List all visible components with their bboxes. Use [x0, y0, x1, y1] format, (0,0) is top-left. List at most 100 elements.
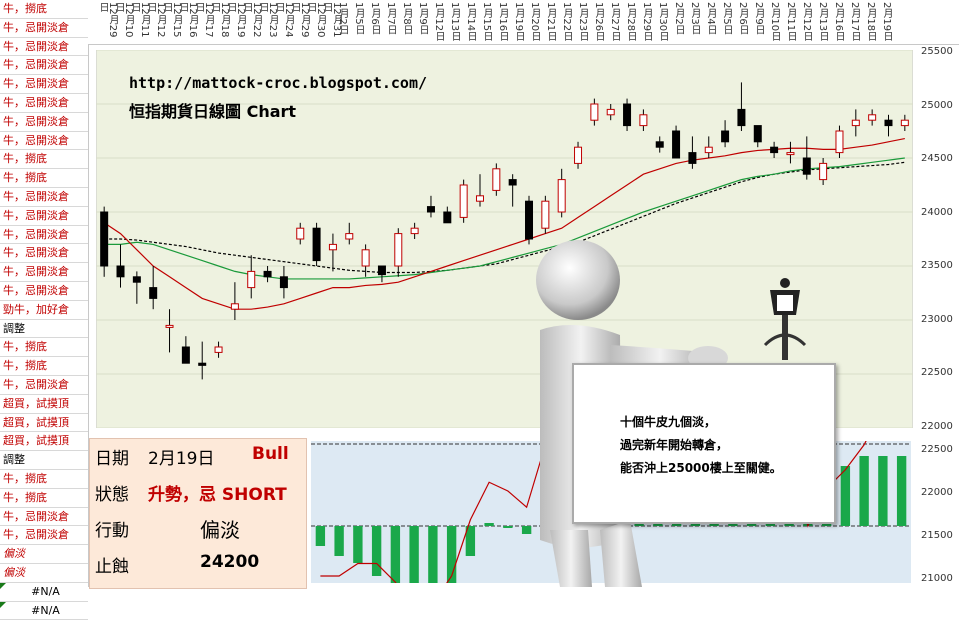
- candle-body: [395, 234, 402, 266]
- signal-text: 牛，忌開淡倉: [3, 190, 69, 203]
- date-tick: 1月16日: [497, 2, 507, 41]
- candle-body: [509, 180, 516, 185]
- signal-label: 偏淡: [0, 564, 88, 583]
- date-tick: 1月9日: [417, 2, 427, 35]
- signal-label: 牛，撈底: [0, 0, 88, 19]
- candle-body: [901, 120, 908, 125]
- mascot-leg-right: [600, 520, 642, 587]
- signal-text: 牛，撈底: [3, 171, 47, 184]
- signal-text: 牛，忌開淡倉: [3, 115, 69, 128]
- date-tick: 1月21日: [545, 2, 555, 41]
- stop-label: 止蝕: [95, 552, 129, 577]
- signal-label: 牛，撈底: [0, 470, 88, 489]
- date-tick: 2月12日: [801, 2, 811, 41]
- signal-label: 牛，忌開淡倉: [0, 75, 88, 94]
- candle-body: [689, 153, 696, 164]
- signal-text: 牛，撈底: [3, 491, 47, 504]
- error-flag-icon: [0, 583, 6, 589]
- signal-label: #N/A: [0, 583, 88, 602]
- date-tick: 2月9日: [753, 2, 763, 35]
- osc-y-tick: 21000: [921, 573, 953, 584]
- candle-body: [558, 180, 565, 212]
- signal-label: 勁牛，加好倉: [0, 301, 88, 320]
- signal-label: 牛，撈底: [0, 169, 88, 188]
- candle-body: [378, 266, 385, 275]
- candle-body: [362, 250, 369, 266]
- y-tick: 24500: [921, 153, 953, 164]
- candle-body: [852, 120, 859, 125]
- osc-bar: [484, 523, 493, 526]
- date-tick: 2月3日: [689, 2, 699, 35]
- date-tick: 1月22日: [561, 2, 571, 41]
- y-tick: 25500: [921, 46, 953, 57]
- signal-label: 調整: [0, 451, 88, 470]
- signal-text: #N/A: [31, 604, 60, 617]
- date-tick: 1月12日: [433, 2, 443, 41]
- stop-value: 24200: [200, 552, 259, 572]
- osc-bar: [878, 456, 887, 526]
- date-tick: 1月13日: [449, 2, 459, 41]
- date-value: 2月19日: [148, 444, 214, 469]
- date-tick: 1月8日: [401, 2, 411, 35]
- candle-body: [656, 142, 663, 147]
- candle-body: [346, 234, 353, 239]
- date-tick: 2月4日: [705, 2, 715, 35]
- candle-body: [722, 131, 729, 142]
- candle-body: [640, 115, 647, 126]
- signal-label: 牛，撈底: [0, 357, 88, 376]
- date-tick: 1月2日: [337, 2, 347, 35]
- signal-text: 超買，試摸頂: [3, 397, 69, 410]
- signal-label: 牛，忌開淡倉: [0, 113, 88, 132]
- signal-text: 調整: [3, 453, 25, 466]
- signal-label: 牛，忌開淡倉: [0, 226, 88, 245]
- y-tick: 22000: [921, 421, 953, 432]
- candle-body: [803, 158, 810, 174]
- date-tick: 2月13日: [817, 2, 827, 41]
- candle-body: [427, 207, 434, 212]
- candle-body: [166, 325, 173, 327]
- date-tick: 2月11日: [785, 2, 795, 41]
- info-panel: 日期 2月19日 Bull 狀態 升勢，忌 SHORT 行動 偏淡 止蝕 242…: [89, 438, 307, 589]
- date-tick: 1月30日: [657, 2, 667, 41]
- candle-body: [885, 120, 892, 125]
- osc-bar: [353, 526, 362, 563]
- signal-text: 牛，忌開淡倉: [3, 284, 69, 297]
- candle-body: [705, 147, 712, 152]
- signal-label: 牛，忌開淡倉: [0, 94, 88, 113]
- signal-text: 牛，忌開淡倉: [3, 58, 69, 71]
- date-tick: 1月26日: [593, 2, 603, 41]
- y-tick: 25000: [921, 100, 953, 111]
- bull-tag: Bull: [252, 444, 289, 464]
- signal-label: 牛，撈底: [0, 150, 88, 169]
- osc-bar: [316, 526, 325, 546]
- date-tick: 2月18日: [865, 2, 875, 41]
- candle-body: [607, 109, 614, 114]
- candle-body: [869, 115, 876, 120]
- signal-text: 牛，撈底: [3, 359, 47, 372]
- signal-column: 牛，撈底牛，忌開淡倉牛，忌開淡倉牛，忌開淡倉牛，忌開淡倉牛，忌開淡倉牛，忌開淡倉…: [0, 0, 89, 587]
- signal-text: 牛，撈底: [3, 2, 47, 15]
- signal-label: 牛，忌開淡倉: [0, 376, 88, 395]
- lamp-icon: [765, 278, 805, 360]
- signal-label: 偏淡: [0, 545, 88, 564]
- date-tick: 1月6日: [369, 2, 379, 35]
- date-tick: 2月19日: [881, 2, 891, 41]
- candle-body: [575, 147, 582, 163]
- candle-body: [476, 196, 483, 201]
- signal-label: 牛，撈底: [0, 489, 88, 508]
- osc-bar: [897, 456, 906, 526]
- signal-label: 牛，忌開淡倉: [0, 244, 88, 263]
- signal-text: 牛，忌開淡倉: [3, 21, 69, 34]
- candle-body: [460, 185, 467, 217]
- osc-y-tick: 22500: [921, 444, 953, 455]
- signal-text: 勁牛，加好倉: [3, 303, 69, 316]
- signal-text: 牛，忌開淡倉: [3, 40, 69, 53]
- candle-body: [673, 131, 680, 158]
- signal-label: 牛，忌開淡倉: [0, 207, 88, 226]
- state-label: 狀態: [95, 480, 129, 505]
- osc-bar: [372, 526, 381, 576]
- date-tick: 1月20日: [529, 2, 539, 41]
- candle-body: [264, 271, 271, 276]
- candle-body: [738, 109, 745, 125]
